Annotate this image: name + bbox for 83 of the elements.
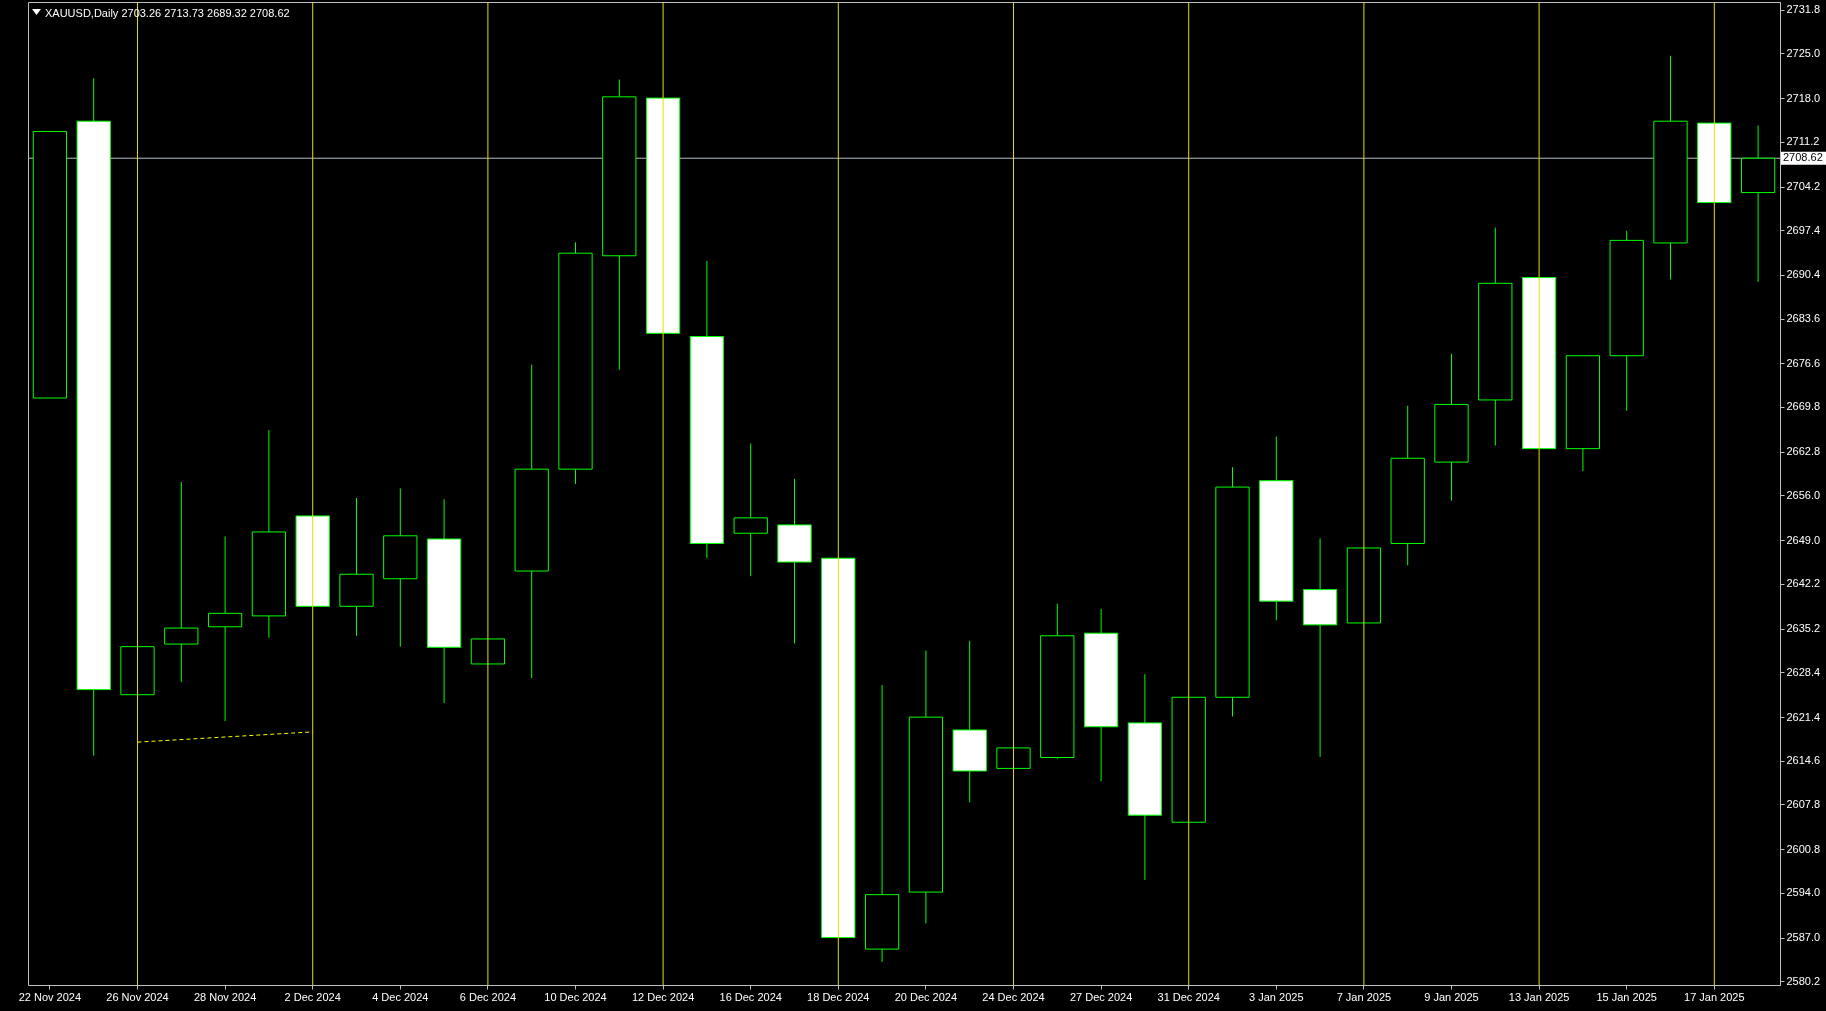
x-tick-label: 13 Jan 2025 [1508,990,1570,1003]
candlestick [1171,696,1206,823]
y-tick-label: 2635.2 [1786,622,1821,635]
y-tick-label: 2697.4 [1786,223,1821,236]
candlestick [1127,673,1163,881]
candlestick [164,481,199,683]
candlestick [251,429,287,639]
candlestick [1609,230,1644,412]
x-tick-label: 4 Dec 2024 [372,990,429,1003]
x-tick-label: 24 Dec 2024 [982,990,1045,1003]
candlestick [1478,227,1513,446]
candlestick [1740,124,1776,283]
candlestick [777,478,812,644]
candlestick [1521,277,1557,450]
x-tick-label: 27 Dec 2024 [1069,990,1133,1003]
candlestick [470,638,506,665]
y-tick-label: 2580.2 [1786,974,1821,987]
candlestick [1697,122,1732,204]
x-tick-label: 22 Nov 2024 [18,990,82,1003]
y-tick-label: 2704.2 [1786,180,1821,193]
y-tick-label: 2711.2 [1786,135,1820,148]
candlestick [1259,435,1294,621]
x-tick-label: 17 Jan 2025 [1684,990,1745,1003]
candlestick [558,241,593,485]
y-tick-label: 2656.0 [1786,488,1821,501]
y-tick-label: 2649.0 [1786,533,1821,546]
candlestick [1346,547,1382,624]
candlestick [733,443,768,577]
y-tick-label: 2607.8 [1786,797,1821,810]
x-tick-label: 3 Jan 2025 [1249,990,1304,1003]
candlestick [1215,466,1250,717]
x-tick-label: 28 Nov 2024 [193,990,257,1003]
y-tick-label: 2600.8 [1786,842,1821,855]
candlestick [864,684,900,963]
x-tick-label: 2 Dec 2024 [284,990,341,1003]
x-tick-label: 18 Dec 2024 [807,990,870,1003]
x-tick-label: 31 Dec 2024 [1157,990,1220,1003]
x-tick-label: 9 Jan 2025 [1424,990,1479,1003]
y-tick-label: 2662.8 [1786,445,1821,458]
candlestick [339,497,374,637]
y-tick-label: 2642.2 [1786,577,1821,590]
y-tick-label: 2731.8 [1786,3,1821,16]
x-tick-label: 20 Dec 2024 [894,990,958,1003]
candlestick [120,646,155,696]
candlestick [426,498,462,704]
candlestick [996,747,1031,769]
candlestick [689,260,725,559]
y-tick-label: 2690.4 [1786,268,1821,281]
y-tick-label: 2669.8 [1786,400,1821,413]
candlestick [295,515,330,607]
y-tick-label: 2594.0 [1786,886,1821,899]
y-tick-label: 2676.6 [1786,356,1821,369]
candlestick [645,97,681,334]
candlestick [908,650,944,924]
candlestick [383,487,418,648]
x-tick-label: 10 Dec 2024 [544,990,607,1003]
candlestick [602,79,637,371]
ref-line-label: 2708.62 [1783,151,1823,164]
y-tick-label: 2628.4 [1786,665,1821,678]
y-tick-label: 2614.6 [1786,754,1821,767]
candlestick [207,535,243,722]
candlestick [1302,537,1338,758]
x-tick-label: 12 Dec 2024 [631,990,695,1003]
candlestick [1565,355,1601,472]
candlestick [32,130,68,399]
y-tick-label: 2621.4 [1786,710,1821,723]
x-tick-label: 15 Jan 2025 [1596,990,1657,1003]
y-tick-label: 2725.0 [1786,46,1821,59]
x-tick-label: 16 Dec 2024 [719,990,782,1003]
candlestick [952,640,987,803]
candlestick [1653,55,1688,280]
candlestick [514,364,549,679]
candlestick [1434,353,1469,502]
y-tick-label: 2718.0 [1786,91,1821,104]
x-tick-label: 7 Jan 2025 [1336,990,1392,1003]
candlestick [1390,405,1425,566]
y-tick-label: 2587.0 [1786,931,1821,944]
x-tick-label: 26 Nov 2024 [106,990,169,1003]
candlestick [1083,608,1119,782]
candlestick [1040,603,1075,759]
x-tick-label: 6 Dec 2024 [459,990,517,1003]
y-tick-label: 2683.6 [1786,312,1821,325]
candlestick [76,77,111,757]
